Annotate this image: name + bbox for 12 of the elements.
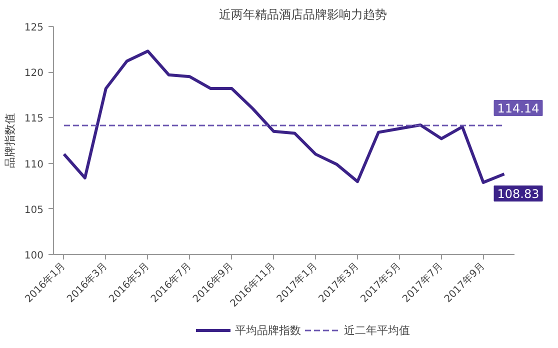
y-tick-label: 100 [24,250,44,262]
chart-title: 近两年精品酒店品牌影响力趋势 [219,8,387,22]
legend-label: 近二年平均值 [344,322,410,338]
y-tick-label: 110 [24,159,44,170]
y-tick-label: 120 [24,68,44,80]
data-label: 108.83 [497,186,540,201]
y-tick-label: 115 [24,114,44,125]
legend-label: 平均品牌指数 [235,322,301,338]
y-tick-label: 105 [24,204,44,216]
y-tick-label: 125 [24,22,44,34]
data-label: 114.14 [497,102,540,116]
y-axis-title: 品牌指数值 [3,113,16,168]
